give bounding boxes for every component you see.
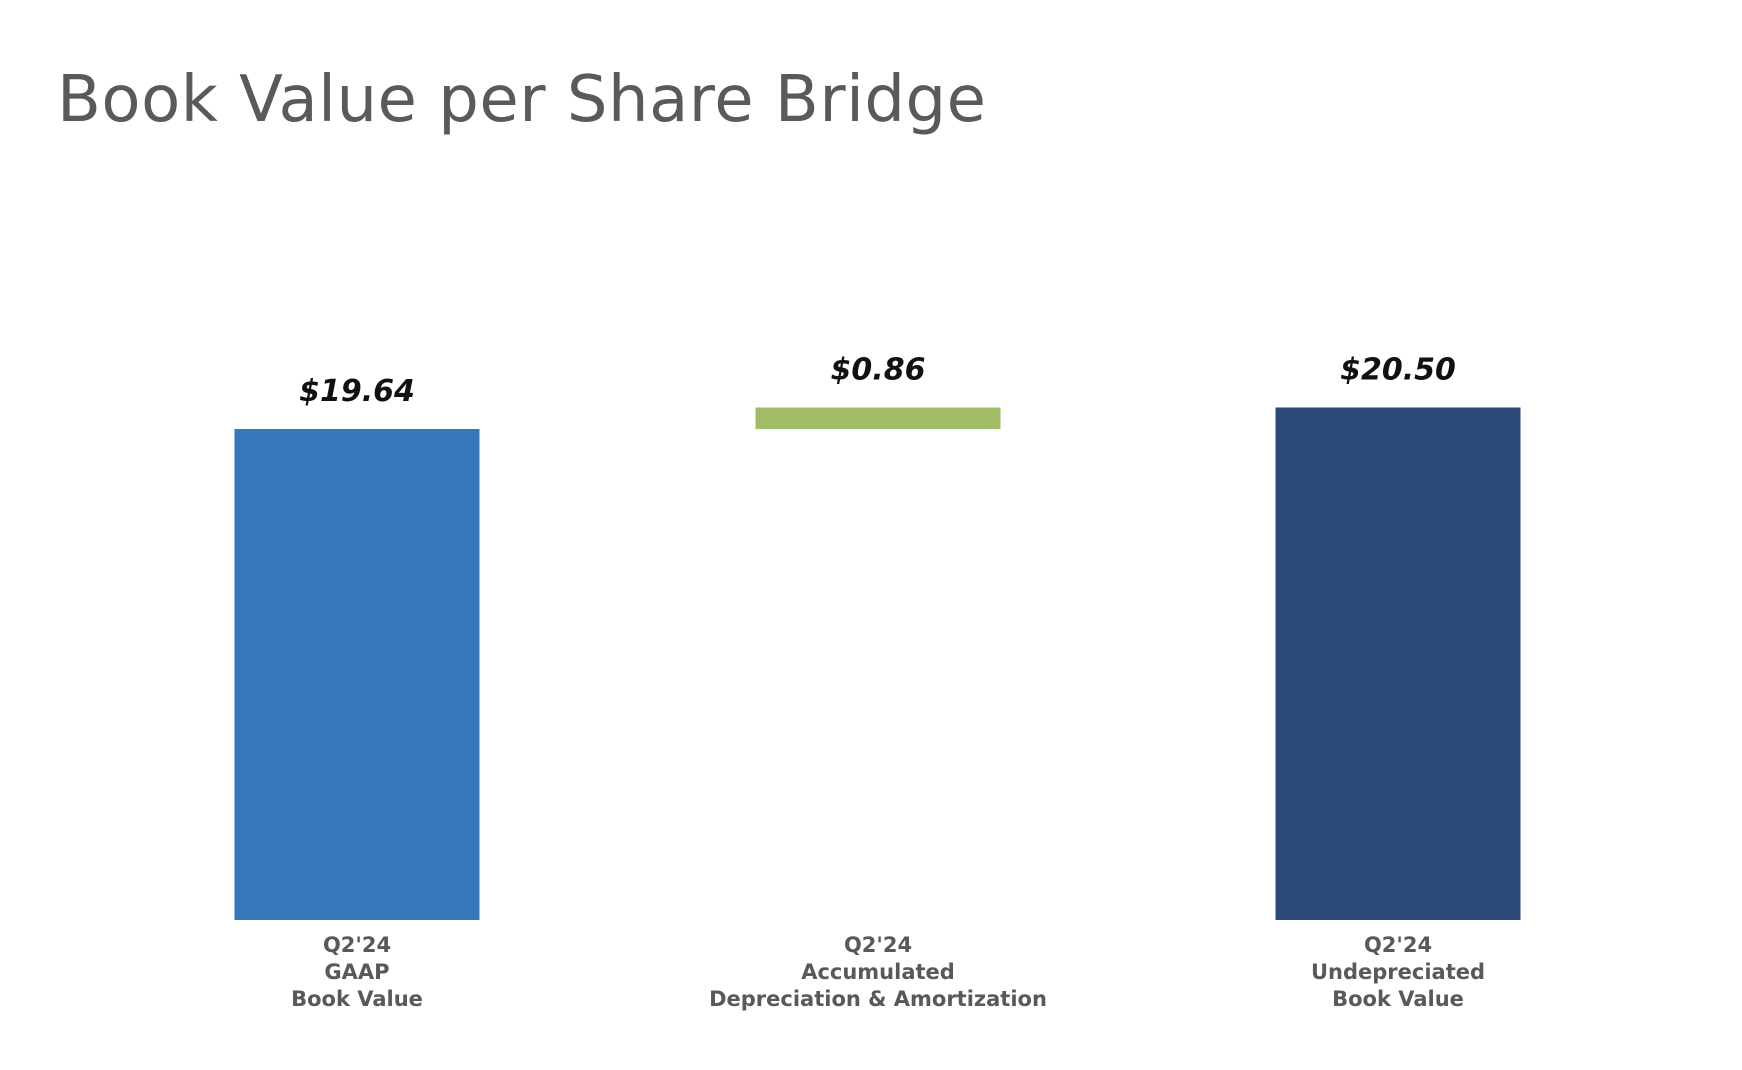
category-label-1-line-2: GAAP xyxy=(324,960,389,984)
data-label-3: $20.50 xyxy=(1340,353,1456,388)
category-label-3-line-3: Book Value xyxy=(1332,987,1464,1011)
data-label-1: $19.64 xyxy=(299,374,415,409)
category-label-3-line-2: Undepreciated xyxy=(1311,960,1485,984)
category-label-2-line-3: Depreciation & Amortization xyxy=(709,987,1047,1011)
category-label-1-line-3: Book Value xyxy=(291,987,423,1011)
data-label-2: $0.86 xyxy=(831,353,926,388)
category-label-2-line-1: Q2'24 xyxy=(844,933,912,957)
page-title: Book Value per Share Bridge xyxy=(57,63,987,137)
bar-2 xyxy=(755,407,1001,429)
category-label-2-line-2: Accumulated xyxy=(801,960,955,984)
bar-3 xyxy=(1275,407,1521,920)
category-label-3-line-1: Q2'24 xyxy=(1364,933,1432,957)
category-label-1-line-1: Q2'24 xyxy=(323,933,391,957)
bar-1 xyxy=(234,429,480,920)
